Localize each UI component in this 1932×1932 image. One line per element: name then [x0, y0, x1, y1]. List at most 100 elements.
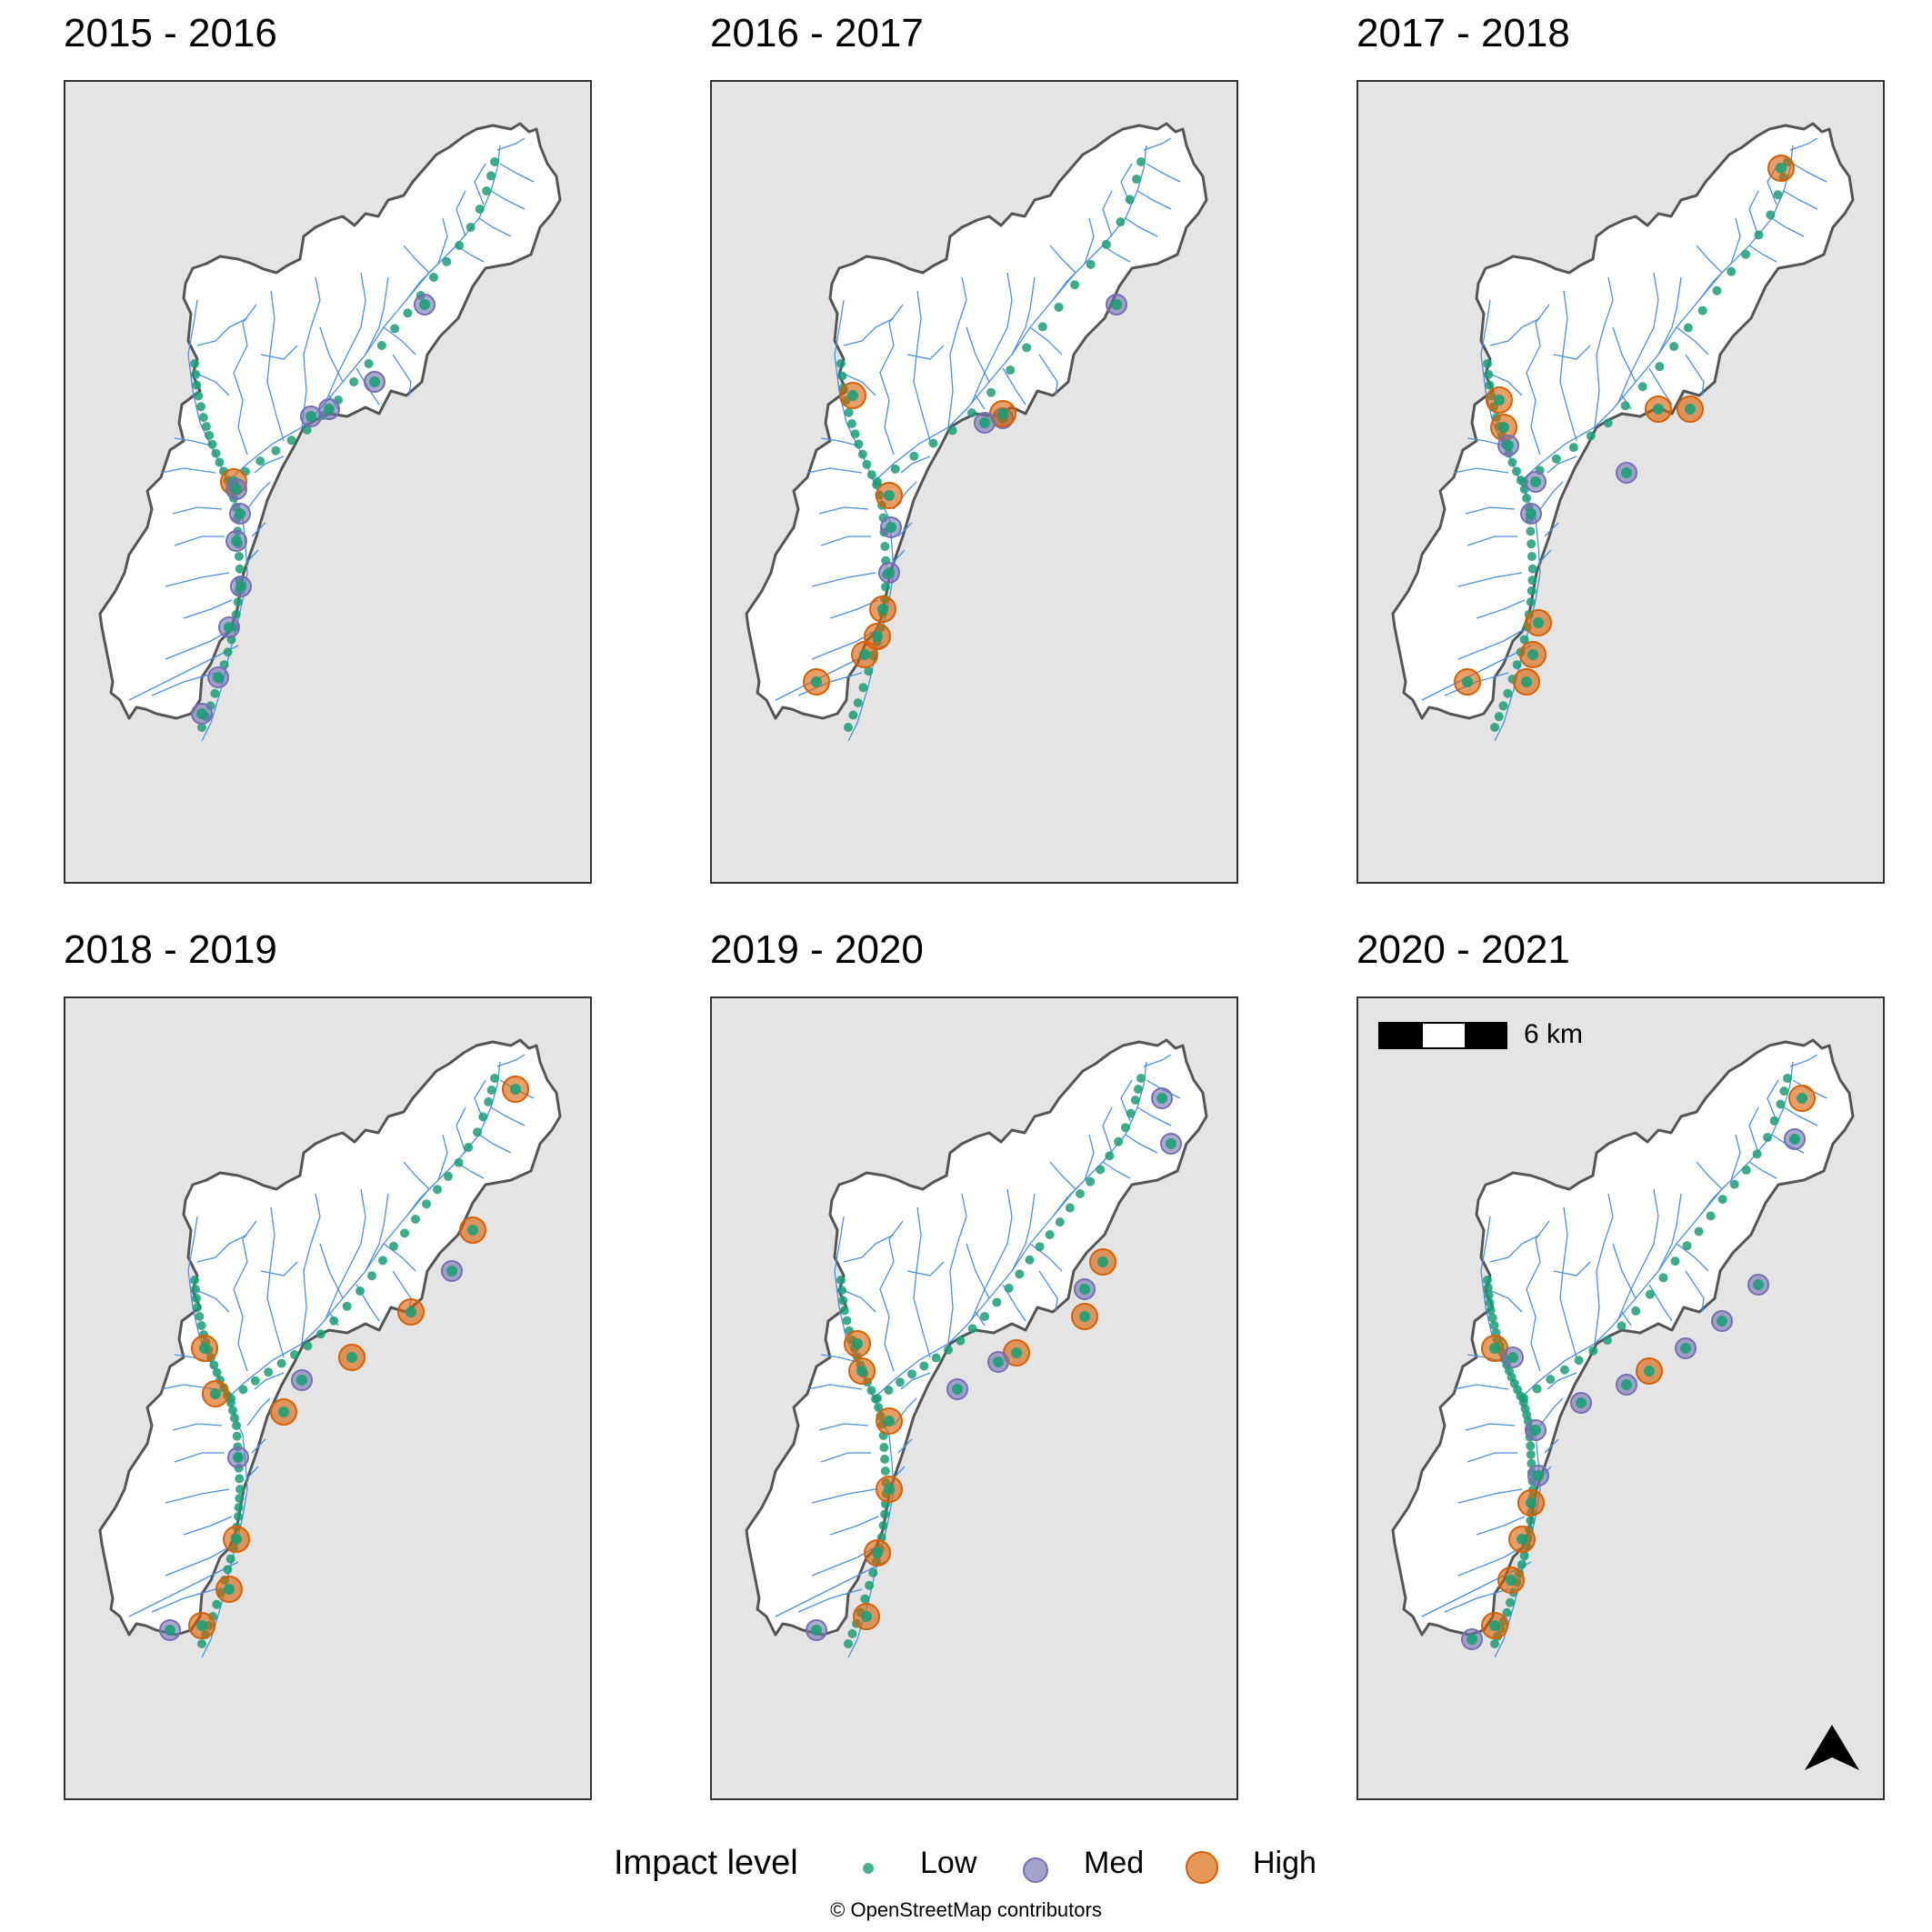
impact-point-low: [1519, 1394, 1528, 1403]
impact-point-low: [433, 1185, 442, 1195]
impact-point-low: [1527, 539, 1537, 549]
impact-point-low: [966, 408, 976, 418]
impact-point-low: [1076, 1189, 1085, 1198]
impact-point-low: [303, 1341, 313, 1351]
impact-point-low: [315, 1329, 325, 1339]
river-line: [1146, 163, 1181, 183]
impact-point-low: [192, 1294, 201, 1303]
impact-point-low: [191, 369, 201, 379]
impact-point-low: [1484, 369, 1494, 379]
impact-point-low: [1637, 382, 1647, 392]
impact-point-low: [1797, 1093, 1807, 1104]
river-line: [1476, 1516, 1526, 1536]
impact-point-low: [1517, 1559, 1527, 1569]
river-line: [165, 1488, 230, 1504]
impact-point-low: [860, 1594, 870, 1604]
impact-point-low: [956, 1336, 966, 1346]
river-line: [266, 1206, 285, 1358]
impact-point-low: [369, 376, 380, 387]
river-line: [1457, 626, 1528, 660]
impact-point-low: [276, 1358, 286, 1368]
river-line: [1539, 481, 1564, 510]
river-line: [966, 1243, 990, 1299]
river-line: [1792, 163, 1827, 183]
river-line: [818, 1423, 869, 1431]
river-line: [1143, 1054, 1172, 1067]
impact-point-low: [862, 459, 872, 469]
river-line: [820, 1452, 871, 1463]
impact-point-low: [400, 1228, 409, 1238]
impact-point-low: [1079, 1311, 1090, 1322]
impact-point-low: [342, 1301, 352, 1311]
catchment-map: [1391, 122, 1855, 742]
impact-point-low: [233, 597, 243, 607]
impact-point-low: [1156, 1093, 1167, 1104]
river-line: [1685, 1270, 1705, 1313]
impact-point-low: [1568, 443, 1578, 453]
impact-point-low: [1717, 1316, 1727, 1326]
impact-point-low: [844, 723, 853, 732]
river-line: [1559, 290, 1577, 442]
river-line: [820, 1354, 858, 1363]
river-line: [233, 304, 257, 455]
catchment-boundary: [745, 122, 1208, 720]
impact-point-low: [224, 1584, 235, 1595]
impact-point-low: [1498, 701, 1508, 711]
impact-point-low: [196, 402, 206, 412]
river-line: [1730, 1134, 1741, 1181]
panel-title-2: 2016 - 2017: [710, 11, 924, 55]
impact-point-low: [1055, 1217, 1065, 1227]
impact-point-low: [1035, 1242, 1045, 1252]
impact-point-low: [1655, 362, 1665, 372]
river-line: [1143, 137, 1172, 151]
impact-point-low: [1741, 249, 1751, 259]
river-line: [365, 1193, 389, 1272]
river-line: [1748, 190, 1759, 237]
impact-point-low: [255, 456, 265, 466]
river-line: [160, 467, 216, 474]
impact-point-low: [861, 1611, 872, 1622]
impact-point-low: [192, 380, 202, 390]
river-line: [1553, 1261, 1591, 1276]
river-line: [897, 1438, 913, 1454]
river-line: [1011, 1193, 1036, 1272]
catchment-boundary: [1391, 1038, 1855, 1637]
legend-label-low: Low: [920, 1846, 977, 1880]
river-line: [1038, 354, 1058, 396]
river-line: [891, 549, 906, 565]
map-panel-5: [710, 996, 1238, 1800]
impact-point-low: [1697, 305, 1707, 315]
impact-point-low: [1620, 401, 1630, 411]
impact-point-low: [884, 1484, 895, 1495]
river-line: [1544, 522, 1559, 537]
impact-point-low: [857, 449, 867, 459]
river-line: [196, 317, 248, 346]
impact-point-low: [264, 1367, 274, 1377]
impact-point-low: [1776, 163, 1787, 174]
river-line: [1467, 536, 1517, 546]
impact-point-low: [1489, 1320, 1499, 1330]
catchment-map: [98, 122, 562, 742]
river-line: [1453, 467, 1509, 474]
river-line: [1748, 1106, 1759, 1154]
impact-point-low: [858, 683, 868, 693]
river-line: [324, 272, 366, 405]
impact-point-low: [234, 1512, 243, 1521]
impact-point-low: [1483, 1283, 1493, 1293]
impact-point-low: [232, 1421, 241, 1430]
impact-point-low: [1004, 1283, 1014, 1293]
impact-point-low: [1467, 1634, 1477, 1645]
impact-point-low: [231, 536, 242, 546]
impact-point-low: [979, 417, 990, 428]
river-line: [1696, 245, 1723, 274]
scale-bar: [1378, 1022, 1507, 1049]
impact-point-low: [1498, 422, 1509, 433]
impact-point-low: [212, 1599, 222, 1609]
impact-point-low: [1706, 1211, 1716, 1221]
river-line: [1102, 1161, 1131, 1179]
impact-point-low: [484, 1096, 494, 1106]
impact-point-low: [931, 1353, 941, 1363]
map-panel-1: [64, 80, 592, 884]
impact-point-low: [877, 604, 888, 615]
impact-point-low: [1694, 1226, 1704, 1236]
